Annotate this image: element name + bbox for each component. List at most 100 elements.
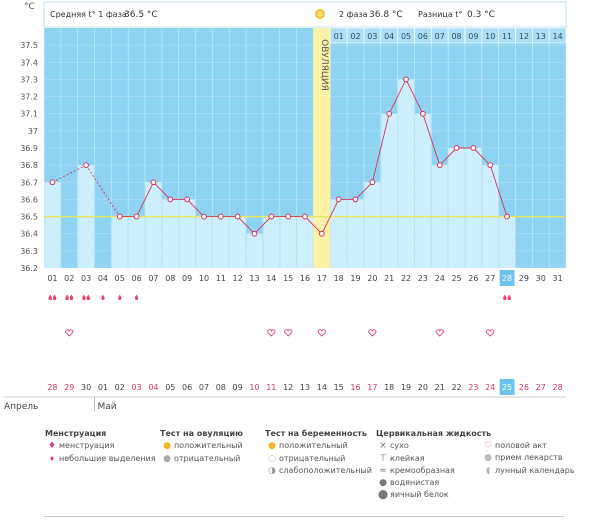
menstruation-drop	[507, 294, 512, 301]
legend-title: Тест на овуляцию	[160, 429, 243, 438]
phase2-day-label: 01	[334, 32, 344, 41]
date-label: 28	[552, 383, 562, 392]
phase2-value: 36.8 °C	[369, 10, 403, 20]
temperature-bar	[448, 148, 465, 268]
temperature-point	[487, 162, 494, 169]
heart-icon	[284, 329, 293, 337]
date-label: 18	[384, 383, 394, 392]
y-tick-label: 37.3	[20, 75, 38, 84]
phase1-label: Средняя t° 1 фаза	[50, 10, 127, 19]
temperature-line	[371, 113, 390, 183]
legend-item: половой акт	[495, 441, 547, 450]
cycle-day-label: 07	[148, 274, 158, 283]
date-label: 01	[98, 383, 108, 392]
legend-item: менструация	[59, 441, 115, 451]
temperature-point	[83, 162, 89, 169]
temperature-bar	[212, 216, 229, 268]
spotting-drop	[134, 294, 139, 300]
temperature-bar	[398, 79, 414, 268]
phase2-day-label: 12	[519, 32, 529, 41]
temperature-bar	[297, 216, 313, 268]
header-bar	[43, 1, 567, 28]
legend-item: положительный	[279, 441, 348, 451]
cycle-day-label: 21	[384, 274, 394, 283]
temperature-bar	[111, 216, 128, 268]
y-tick-label: 36.4	[20, 230, 38, 239]
cycle-day-label: 29	[519, 274, 529, 283]
test-negative-icon: ○	[268, 453, 276, 464]
today-highlight	[499, 270, 515, 286]
y-tick-label: 36.2	[20, 264, 38, 273]
temperature-points	[49, 76, 510, 237]
menstruation-drop	[503, 294, 507, 301]
legend-title: Менструация	[45, 429, 107, 438]
temperature-line	[439, 147, 457, 166]
menstruation-drop	[86, 294, 91, 301]
phase2-day-label: 05	[401, 32, 411, 41]
cycle-day-label: 22	[401, 274, 411, 283]
temperature-point	[268, 213, 275, 220]
phase2-day-label: 11	[502, 32, 512, 41]
bbt-chart: ОВУЛЯЦИЯ 36.236.336.436.536.636.736.836.…	[3, 1, 567, 412]
temperature-point	[369, 179, 376, 186]
temperature-line	[186, 199, 205, 217]
temperature-point	[251, 230, 258, 237]
temperature-line	[489, 165, 508, 217]
date-label: 07	[199, 383, 209, 392]
legend-item: отрицательный	[174, 453, 241, 463]
diff-label: Разница t°	[418, 10, 462, 19]
cycle-day-label: 15	[283, 274, 293, 283]
watery-icon: ●	[379, 478, 387, 489]
temperature-bar	[246, 233, 263, 268]
heart-icon	[267, 329, 276, 337]
phase2-day-label: 03	[367, 32, 377, 41]
cycle-day-label: 08	[165, 274, 175, 283]
date-label: 10	[249, 383, 259, 392]
temperature-point	[335, 196, 342, 203]
temperature-line	[321, 199, 340, 234]
temperature-bar	[196, 216, 212, 268]
temperature-bar	[364, 182, 381, 268]
temperature-line	[136, 182, 154, 217]
ovulation-band	[313, 28, 331, 268]
temperature-point	[49, 179, 56, 186]
cycle-day-label: 19	[350, 274, 360, 283]
cycle-day-label: 03	[81, 274, 91, 283]
y-tick-label: 36.8	[20, 161, 38, 170]
temperature-bar	[162, 199, 179, 268]
temperature-point	[419, 110, 426, 117]
menstruation-drop	[82, 294, 86, 301]
temperature-point	[201, 213, 207, 220]
temperature-bar	[499, 216, 515, 268]
temperature-line	[388, 79, 407, 114]
phase2-day-label: 02	[350, 32, 360, 41]
y-tick-label: 36.5	[20, 213, 38, 222]
temperature-point	[403, 76, 409, 83]
phase2-day-label: 06	[418, 32, 428, 41]
spotting-drop	[118, 294, 122, 300]
date-label: 25	[502, 383, 512, 392]
pill-icon: ●	[484, 453, 492, 464]
cycle-day-label: 18	[334, 274, 344, 283]
month-label: Апрель	[4, 402, 38, 412]
cycle-day-label: 13	[249, 274, 259, 283]
date-label: 23	[468, 383, 478, 392]
cycle-day-label: 06	[132, 274, 142, 283]
legend-item: яичный белок	[390, 490, 449, 500]
temperature-bar	[414, 113, 431, 268]
cycle-day-label: 11	[216, 274, 226, 283]
phase2-label: 2 фаза	[339, 10, 368, 19]
small-drop-icon: ♦	[48, 454, 56, 463]
legend-other: ♡ половой акт ● прием лекарств ◖ лунный кал…	[481, 440, 575, 477]
temperature-bar	[44, 182, 61, 268]
date-label: 13	[300, 383, 310, 392]
legend-cervical: Цервикальная жидкость × сухо ⊤ клейкая ≈ кр…	[376, 428, 491, 502]
legend-item: слабоположительный	[279, 465, 372, 475]
temperature-bar	[179, 199, 196, 268]
sun-icon	[315, 9, 325, 19]
moon-icon: ◖	[485, 465, 491, 476]
temperature-point	[470, 145, 477, 151]
temperature-bar	[145, 182, 162, 268]
date-label: 15	[334, 383, 344, 392]
legend-item: клейкая	[390, 453, 425, 463]
